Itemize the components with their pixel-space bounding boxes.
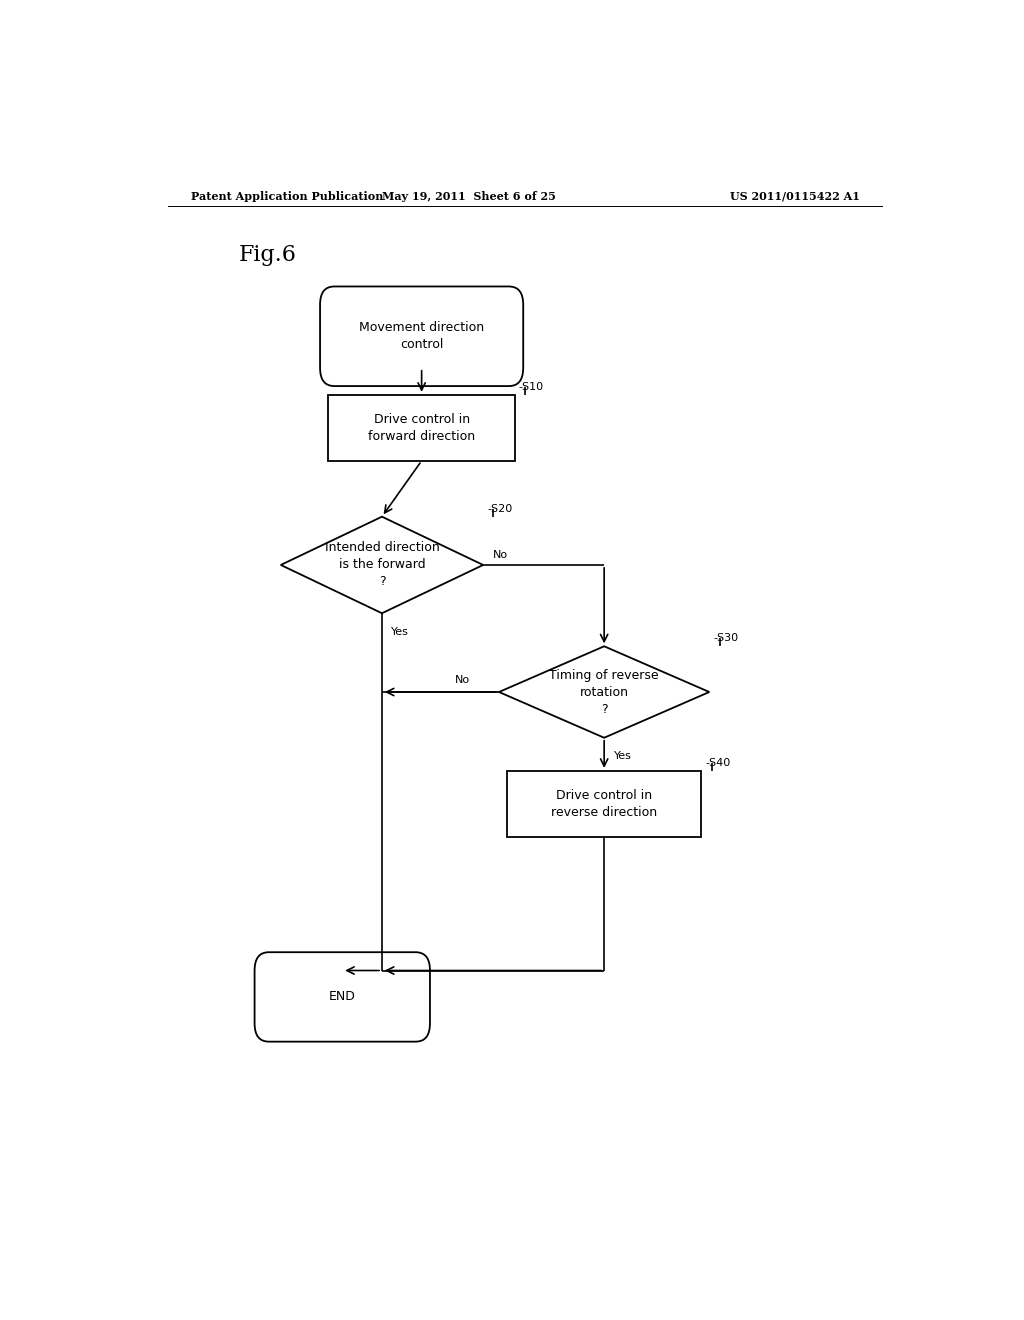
Text: Fig.6: Fig.6 [240,244,297,265]
Text: No: No [456,675,470,685]
Text: -S30: -S30 [714,634,738,643]
Text: Yes: Yes [391,627,410,636]
Text: Patent Application Publication: Patent Application Publication [191,190,384,202]
Text: Drive control in
forward direction: Drive control in forward direction [368,413,475,442]
Text: Movement direction
control: Movement direction control [359,321,484,351]
Polygon shape [281,516,483,614]
Text: -S40: -S40 [706,758,730,768]
Polygon shape [499,647,710,738]
FancyBboxPatch shape [255,952,430,1041]
Text: Timing of reverse
rotation
?: Timing of reverse rotation ? [549,668,659,715]
FancyBboxPatch shape [321,286,523,385]
Bar [329,395,515,461]
Text: US 2011/0115422 A1: US 2011/0115422 A1 [730,190,859,202]
Text: END: END [329,990,355,1003]
Text: -S10: -S10 [519,381,544,392]
Text: -S20: -S20 [487,503,512,513]
Text: No: No [493,550,508,560]
Bar [507,771,701,837]
Text: May 19, 2011  Sheet 6 of 25: May 19, 2011 Sheet 6 of 25 [382,190,556,202]
Text: Yes: Yes [613,751,632,762]
Text: Drive control in
reverse direction: Drive control in reverse direction [551,789,657,818]
Text: Intended direction
is the forward
?: Intended direction is the forward ? [325,541,439,589]
